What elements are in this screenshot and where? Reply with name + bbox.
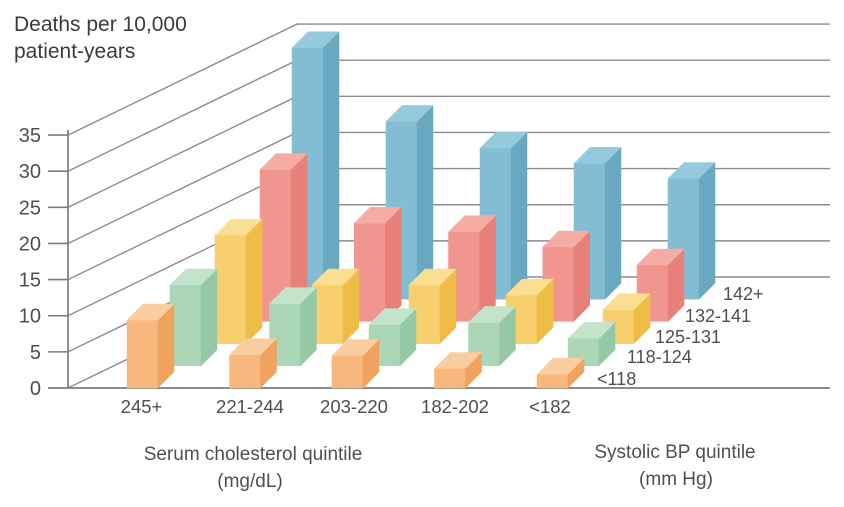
- x-category-label-245: 245+: [121, 396, 163, 417]
- bar-221-244-125-131: [311, 268, 360, 345]
- depth-category-label-132-141: 132-141: [685, 306, 751, 326]
- bar-front-face: [229, 354, 261, 389]
- bar-top-face: [505, 278, 554, 296]
- bar-front-face: [331, 355, 364, 389]
- gridline-35: [67, 23, 830, 136]
- bar-245-132-141: [259, 153, 308, 323]
- bar-top-face: [126, 303, 175, 321]
- bar-top-face: [447, 215, 497, 233]
- bar-top-face: [228, 338, 278, 356]
- bar-top-face: [636, 248, 685, 266]
- depth-axis-title-line1: Systolic BP quintile: [594, 442, 755, 463]
- y-tick-label-0: 0: [30, 378, 41, 400]
- bar-245-118: [126, 303, 175, 389]
- bar-front-face: [214, 234, 247, 344]
- bar-front-face: [536, 374, 569, 389]
- gridline-25: [67, 95, 830, 208]
- y-tick-label-25: 25: [19, 197, 41, 219]
- bar-front-face: [169, 284, 202, 367]
- bar-side-face: [322, 31, 340, 300]
- bar-top-face: [408, 268, 457, 286]
- bar-top-face: [311, 268, 360, 286]
- bar-182-202-118: [433, 351, 483, 389]
- bar-221-244-118: [228, 338, 278, 389]
- bar-top-face: [291, 31, 340, 48]
- depth-axis-title-line2: (mm Hg): [639, 469, 713, 490]
- bar-182-132-141: [636, 248, 685, 323]
- bar-top-face: [542, 230, 591, 248]
- bar-203-220-118: [331, 338, 380, 389]
- bar-top-face: [169, 268, 218, 286]
- chart-title-line2: patient-years: [14, 40, 135, 63]
- x-category-label-182: <182: [529, 396, 571, 417]
- bar-221-244-132-141: [353, 206, 402, 323]
- bar-top-face: [467, 306, 517, 323]
- bar-203-220-125-131: [408, 268, 457, 345]
- x-category-label-203-220: 203-220: [320, 396, 388, 417]
- bar-front-face: [434, 368, 466, 389]
- bar-side-face: [510, 131, 528, 300]
- bar-245-125-131: [214, 218, 263, 345]
- bar-182-118: [536, 357, 585, 389]
- bar-top-face: [385, 105, 434, 122]
- bar-top-face: [433, 352, 483, 369]
- x-axis-title-line1: Serum cholesterol quintile: [144, 444, 363, 465]
- bar-top-face: [214, 218, 263, 236]
- bar-front-face: [126, 319, 159, 389]
- y-tick-label-5: 5: [30, 342, 41, 364]
- x-category-label-182-202: 182-202: [421, 396, 489, 417]
- bar-side-face: [479, 215, 496, 323]
- chart-title-line1: Deaths per 10,000: [14, 13, 187, 36]
- y-tick-label-10: 10: [19, 306, 41, 328]
- x-category-label-221-244: 221-244: [216, 396, 284, 417]
- bar-side-face: [698, 161, 716, 300]
- gridline-30: [67, 59, 830, 172]
- y-tick-label-20: 20: [19, 233, 41, 255]
- depth-category-label-118: <118: [597, 369, 636, 389]
- bar-top-face: [567, 322, 616, 339]
- depth-category-label-125-131: 125-131: [655, 327, 721, 347]
- bar-245-118-124: [169, 268, 218, 367]
- y-tick-label-35: 35: [19, 125, 41, 147]
- bar-top-face: [536, 358, 585, 375]
- bar-top-face: [602, 293, 651, 310]
- bar-top-face: [259, 153, 308, 170]
- bar-side-face: [245, 218, 263, 345]
- bar-top-face: [268, 287, 318, 304]
- bar-top-face: [479, 131, 528, 149]
- depth-category-label-142: 142+: [723, 284, 764, 304]
- depth-category-label-118-124: 118-124: [627, 347, 692, 367]
- y-tick-label-30: 30: [19, 161, 41, 183]
- bar-side-face: [200, 268, 218, 367]
- bar-top-face: [331, 339, 380, 356]
- gridline-20: [67, 131, 830, 245]
- bar-top-face: [573, 147, 622, 164]
- bar-side-face: [385, 206, 402, 323]
- x-axis-title-line2: (mg/dL): [217, 471, 282, 492]
- bar-side-face: [604, 146, 622, 300]
- bar-top-face: [368, 308, 417, 325]
- y-tick-label-15: 15: [19, 270, 41, 292]
- bar-top-face: [353, 206, 402, 224]
- bar-top-face: [667, 162, 716, 179]
